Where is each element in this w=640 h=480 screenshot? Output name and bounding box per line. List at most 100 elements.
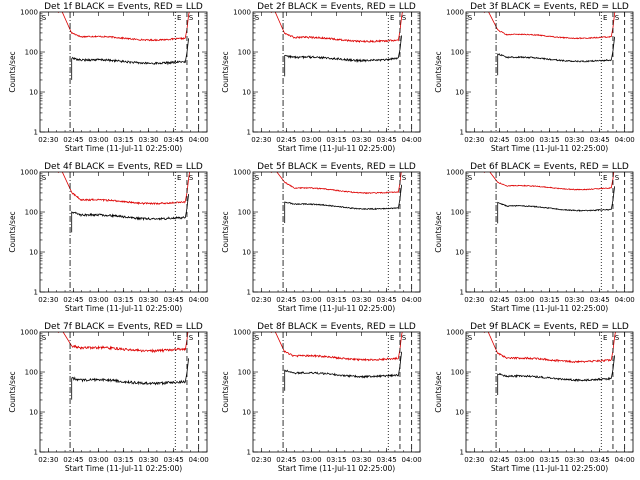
x-tick-label: 03:00 <box>514 456 534 464</box>
x-tick-label: 04:00 <box>615 456 635 464</box>
y-tick-label: 1000 <box>20 329 38 337</box>
panel-data <box>483 12 616 76</box>
y-tick-label: 10 <box>29 409 38 417</box>
x-tick-label: 04:00 <box>402 456 422 464</box>
y-tick-label: 1000 <box>446 329 464 337</box>
y-tick-label: 1000 <box>20 9 38 17</box>
y-tick-label: 10 <box>242 409 251 417</box>
panel-data <box>57 172 190 233</box>
x-tick-label: 03:15 <box>539 456 559 464</box>
x-tick-label: 03:45 <box>164 296 184 304</box>
x-axis-label: Start Time (11-Jul-11 02:25:00) <box>278 464 395 473</box>
y-tick-label: 10 <box>455 89 464 97</box>
series-events-line <box>284 35 402 77</box>
x-tick-label: 03:30 <box>138 296 158 304</box>
x-tick-label: 03:45 <box>377 296 397 304</box>
panel-data <box>270 172 402 223</box>
x-axis-label: Start Time (11-Jul-11 02:25:00) <box>65 464 182 473</box>
x-tick-label: 03:00 <box>514 136 534 144</box>
y-tick-label: 1 <box>460 129 464 137</box>
x-tick-label: 03:00 <box>514 296 534 304</box>
y-tick-label: 1000 <box>233 9 251 17</box>
x-tick-label: 03:45 <box>590 296 610 304</box>
x-tick-label: 02:45 <box>489 296 509 304</box>
series-lld-line <box>483 332 616 364</box>
x-tick-label: 03:15 <box>326 136 346 144</box>
plot-frame <box>252 11 421 133</box>
y-tick-label: 100 <box>238 369 251 377</box>
panel-title: Det 3f BLACK = Events, RED = LLD <box>470 2 629 12</box>
x-tick-label: 02:30 <box>464 136 484 144</box>
series-lld-line <box>57 332 189 354</box>
x-axis-label: Start Time (11-Jul-11 02:25:00) <box>278 304 395 313</box>
start-marker-label: S <box>402 334 407 342</box>
x-tick-label: 02:45 <box>63 296 83 304</box>
y-tick-label: 100 <box>25 369 38 377</box>
y-axis-label: Counts/sec <box>434 211 443 252</box>
start-marker-label: S <box>615 174 620 182</box>
series-lld-line <box>270 172 402 195</box>
y-tick-label: 1 <box>460 449 464 457</box>
x-axis-label: Start Time (11-Jul-11 02:25:00) <box>65 304 182 313</box>
x-tick-label: 03:30 <box>138 456 158 464</box>
start-marker-label: S <box>615 334 620 342</box>
panel-data <box>270 332 403 391</box>
x-tick-label: 03:00 <box>88 296 108 304</box>
series-events-line <box>284 351 402 391</box>
plot-frame <box>465 11 634 133</box>
y-tick-label: 1 <box>460 289 464 297</box>
plot-frame <box>39 11 208 133</box>
y-tick-label: 100 <box>25 49 38 57</box>
series-events-line <box>71 38 189 80</box>
end-marker-label: E <box>390 334 394 342</box>
x-tick-label: 02:30 <box>251 296 271 304</box>
plot-frame <box>39 171 208 293</box>
y-tick-label: 1 <box>247 129 251 137</box>
series-events-line <box>497 36 615 76</box>
y-tick-label: 10 <box>455 409 464 417</box>
y-tick-label: 1 <box>247 289 251 297</box>
x-tick-label: 03:30 <box>138 136 158 144</box>
start-marker-label: S <box>42 334 47 342</box>
y-axis-label: Counts/sec <box>8 211 17 252</box>
start-marker-label: S <box>468 334 473 342</box>
start-marker-label: S <box>189 174 194 182</box>
x-tick-label: 03:15 <box>113 456 133 464</box>
end-marker-label: E <box>603 174 607 182</box>
x-tick-label: 03:45 <box>377 456 397 464</box>
x-tick-label: 02:45 <box>276 296 296 304</box>
panel-title: Det 7f BLACK = Events, RED = LLD <box>44 322 203 332</box>
x-tick-label: 02:45 <box>489 136 509 144</box>
start-marker-label: S <box>255 174 260 182</box>
panel-title: Det 9f BLACK = Events, RED = LLD <box>470 322 629 332</box>
x-axis-label: Start Time (11-Jul-11 02:25:00) <box>491 144 608 153</box>
series-lld-line <box>270 332 403 362</box>
series-events-line <box>497 355 615 395</box>
panel-data <box>57 332 189 400</box>
y-tick-label: 1000 <box>233 169 251 177</box>
y-axis-label: Counts/sec <box>221 371 230 412</box>
x-tick-label: 03:15 <box>539 296 559 304</box>
x-tick-label: 03:15 <box>539 136 559 144</box>
x-tick-label: 03:30 <box>564 296 584 304</box>
x-tick-label: 02:30 <box>38 456 58 464</box>
x-tick-label: 03:15 <box>113 296 133 304</box>
plot-frame <box>252 331 421 453</box>
series-events-line <box>71 194 189 233</box>
start-marker-label: S <box>615 14 620 22</box>
x-axis-label: Start Time (11-Jul-11 02:25:00) <box>278 144 395 153</box>
x-tick-label: 04:00 <box>615 136 635 144</box>
x-tick-label: 02:30 <box>464 456 484 464</box>
x-tick-label: 03:30 <box>564 136 584 144</box>
start-marker-label: S <box>255 334 260 342</box>
x-tick-label: 04:00 <box>189 136 209 144</box>
x-axis-label: Start Time (11-Jul-11 02:25:00) <box>491 464 608 473</box>
x-axis-label: Start Time (11-Jul-11 02:25:00) <box>65 144 182 153</box>
panel-title: Det 5f BLACK = Events, RED = LLD <box>257 162 416 172</box>
x-tick-label: 02:30 <box>251 136 271 144</box>
